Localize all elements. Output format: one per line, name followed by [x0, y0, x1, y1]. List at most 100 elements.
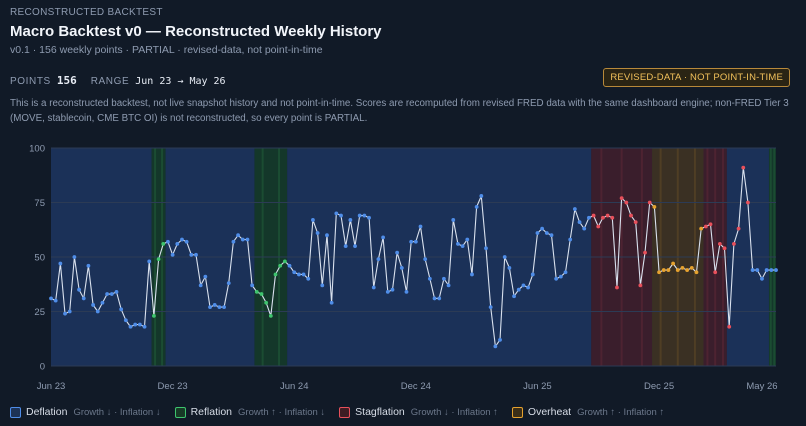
legend-label: Overheat: [527, 406, 572, 418]
data-point: [568, 237, 573, 242]
data-point: [427, 276, 432, 281]
data-point: [142, 324, 147, 329]
data-point: [315, 231, 320, 235]
data-point: [231, 239, 236, 244]
series-line: [50, 167, 776, 347]
data-point: [661, 268, 666, 272]
data-point: [643, 250, 647, 255]
data-point: [563, 270, 568, 275]
data-point: [194, 252, 198, 257]
data-point: [591, 213, 596, 218]
data-point: [587, 215, 591, 220]
y-tick-label: 100: [29, 144, 45, 155]
data-point: [456, 242, 460, 246]
data-point: [521, 283, 526, 288]
data-point: [72, 255, 77, 259]
x-tick-label: Dec 25: [644, 381, 674, 392]
data-point: [250, 283, 255, 288]
data-point: [423, 257, 428, 262]
data-point: [764, 268, 769, 272]
data-point: [282, 259, 287, 264]
revised-data-badge: REVISED-DATA · NOT POINT-IN-TIME: [603, 68, 790, 87]
data-point: [390, 287, 395, 292]
y-tick-label: 50: [34, 253, 45, 264]
data-point: [474, 204, 479, 209]
data-point: [750, 268, 755, 272]
data-point: [217, 305, 222, 310]
data-point: [123, 318, 128, 323]
data-point: [357, 213, 362, 218]
data-point: [404, 289, 409, 294]
legend-item-overheat[interactable]: Overheat Growth ↑ · Inflation ↑: [511, 406, 664, 418]
data-point: [367, 215, 371, 220]
data-point: [268, 313, 273, 318]
data-point: [512, 294, 516, 299]
data-point: [488, 305, 493, 310]
data-point: [507, 266, 512, 270]
data-point: [189, 252, 194, 257]
data-point: [722, 246, 727, 251]
data-point: [67, 309, 72, 314]
data-point: [334, 211, 339, 216]
data-point: [395, 250, 400, 255]
data-point: [479, 194, 484, 198]
history-line-chart[interactable]: 0 25 50 75 100 Jun 23 Dec 23 Jun 24 Dec 24 Jun 25…: [0, 138, 806, 400]
data-point: [437, 296, 442, 301]
data-point: [222, 305, 226, 310]
data-point: [460, 244, 465, 248]
x-tick-label: Dec 24: [401, 381, 431, 392]
data-point: [540, 226, 545, 231]
disclaimer-note: This is a reconstructed backtest, not li…: [10, 98, 789, 124]
data-point: [577, 220, 582, 225]
data-point: [376, 257, 381, 262]
data-point: [329, 300, 334, 305]
data-point: [105, 292, 110, 296]
data-point: [137, 322, 142, 327]
data-point: [629, 213, 633, 218]
data-point: [371, 285, 376, 290]
data-point: [689, 266, 694, 270]
data-point: [572, 207, 577, 211]
data-point: [713, 270, 718, 275]
data-point: [109, 292, 114, 296]
data-point: [755, 268, 760, 272]
x-tick-label: Jun 23: [37, 381, 66, 392]
legend-label: Stagflation: [355, 406, 405, 418]
y-tick-label: 25: [34, 307, 45, 318]
data-point: [353, 244, 357, 248]
legend-item-deflation[interactable]: Deflation Growth ↓ · Inflation ↓: [10, 406, 161, 418]
data-point: [287, 263, 292, 268]
data-point: [203, 274, 208, 279]
data-point: [166, 239, 170, 244]
data-point: [292, 270, 297, 275]
data-point: [596, 224, 601, 229]
data-point: [133, 322, 138, 327]
data-point: [699, 226, 704, 231]
data-point: [685, 268, 690, 272]
legend-item-reflation[interactable]: Reflation Growth ↑ · Inflation ↓: [174, 406, 325, 418]
data-point: [708, 222, 713, 227]
data-point: [544, 231, 549, 235]
data-point: [306, 276, 311, 281]
data-point: [311, 218, 315, 222]
data-point: [657, 270, 661, 275]
data-point: [184, 239, 189, 244]
data-point: [610, 215, 615, 220]
data-point: [198, 283, 203, 288]
data-point: [549, 233, 554, 238]
overheat-swatch: [511, 406, 523, 418]
data-point: [91, 303, 95, 307]
page-title: Macro Backtest v0 — Reconstructed Weekly…: [10, 23, 382, 40]
legend-item-stagflation[interactable]: Stagflation Growth ↓ · Inflation ↑: [339, 406, 498, 418]
data-point: [95, 309, 100, 314]
eyebrow-label: RECONSTRUCTED BACKTEST: [10, 7, 163, 18]
data-point: [381, 235, 385, 240]
data-point: [128, 324, 133, 329]
data-point: [385, 289, 390, 294]
y-tick-label: 75: [34, 198, 45, 209]
data-point: [86, 263, 91, 268]
data-point: [245, 237, 250, 242]
x-tick-label: May 26: [746, 381, 777, 392]
data-point: [516, 287, 521, 292]
data-point: [119, 307, 124, 312]
